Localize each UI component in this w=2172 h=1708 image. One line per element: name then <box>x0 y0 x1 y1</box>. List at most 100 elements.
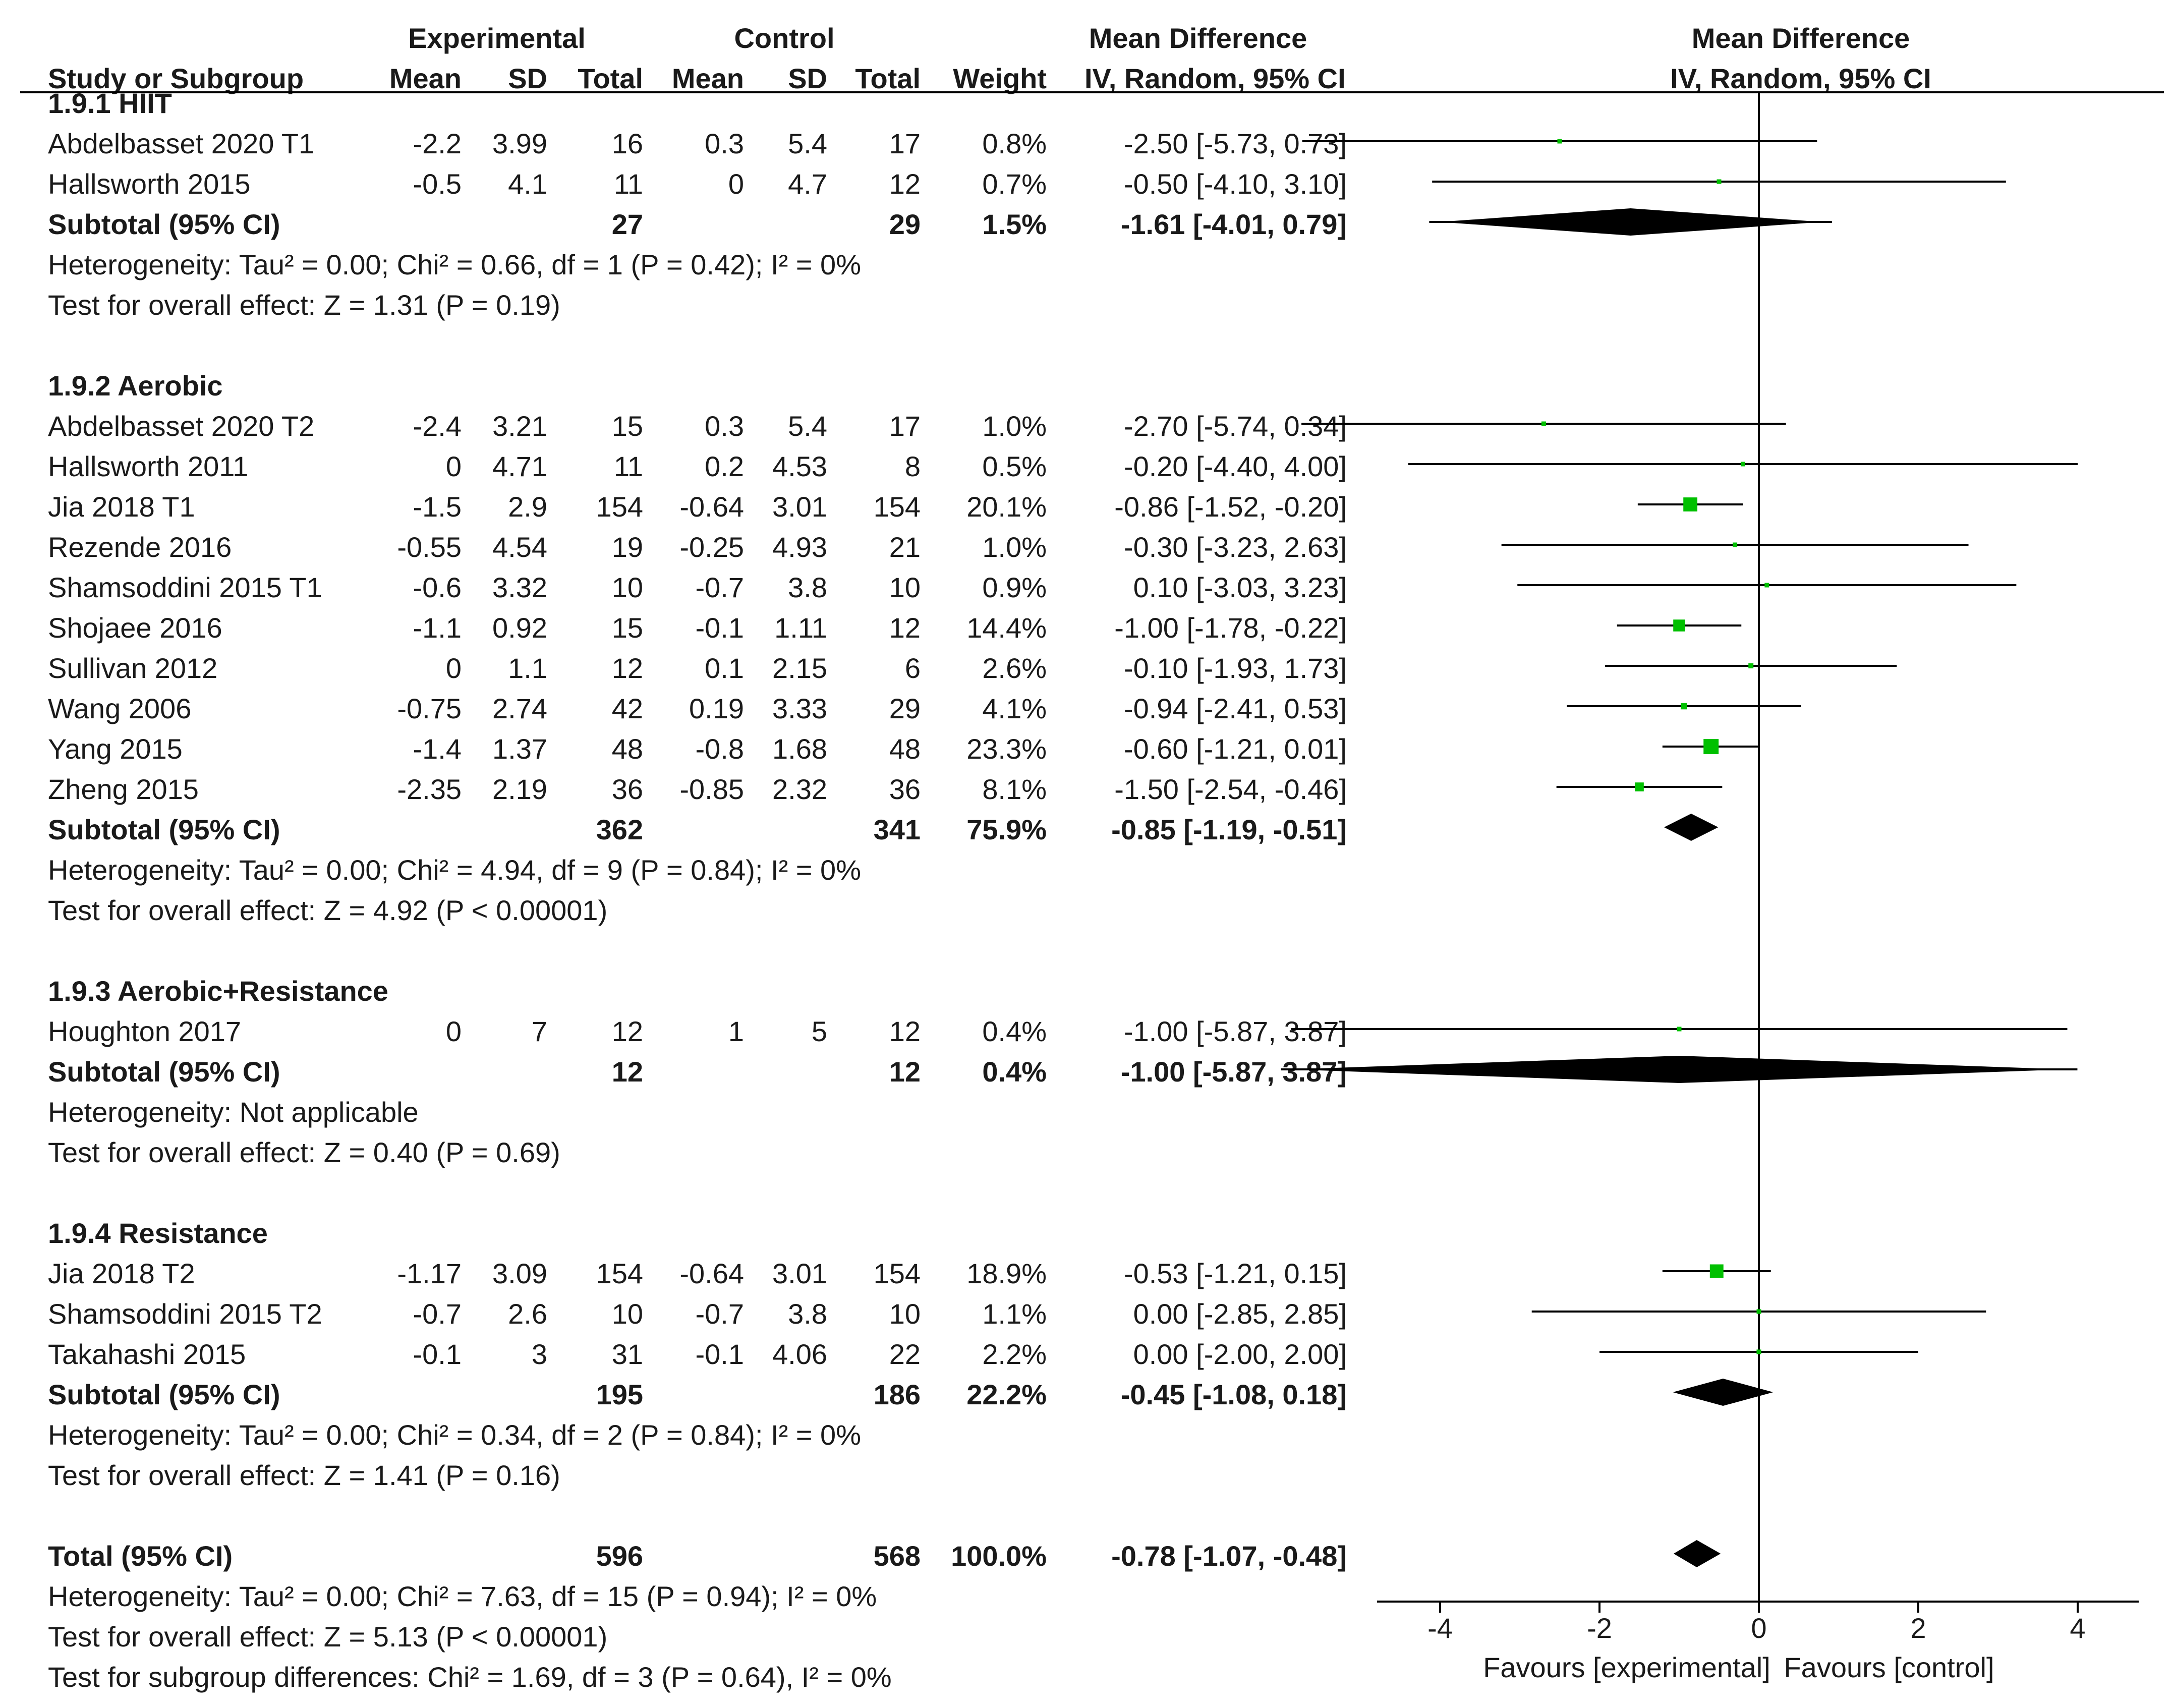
study-ci-text: -1.50 [-2.54, -0.46] <box>1114 773 1347 805</box>
study-exp-mean: -0.7 <box>413 1298 462 1330</box>
study-ctrl-total: 36 <box>889 773 921 805</box>
study-exp-total: 11 <box>614 168 643 200</box>
study-exp-sd: 1.1 <box>508 652 547 684</box>
study-ctrl-mean: 0.2 <box>705 450 744 482</box>
pooled-effect-diamond <box>1673 1540 1721 1567</box>
study-ci-text: -0.20 [-4.40, 4.00] <box>1124 450 1347 482</box>
study-weight: 20.1% <box>966 491 1047 523</box>
study-name: Hallsworth 2011 <box>48 450 248 482</box>
study-effect-square <box>1709 1264 1724 1278</box>
study-exp-total: 31 <box>612 1338 643 1370</box>
subgroup-differences-test: Test for subgroup differences: Chi² = 1.… <box>48 1661 892 1693</box>
study-exp-sd: 4.54 <box>492 531 547 563</box>
study-exp-total: 42 <box>612 693 643 724</box>
study-effect-square <box>1740 462 1745 467</box>
study-weight: 18.9% <box>966 1258 1047 1289</box>
x-axis-tick-label: 0 <box>1751 1612 1766 1644</box>
total-ci-text: -0.78 [-1.07, -0.48] <box>1111 1540 1347 1572</box>
study-exp-total: 10 <box>612 1298 643 1330</box>
study-weight: 4.1% <box>982 693 1047 724</box>
study-name: Jia 2018 T1 <box>48 491 195 523</box>
subtotal-label: Subtotal (95% CI) <box>48 208 280 240</box>
subgroup-overall-effect: Test for overall effect: Z = 1.31 (P = 0… <box>48 289 560 321</box>
study-ctrl-mean: -0.64 <box>679 491 744 523</box>
study-exp-mean: -2.2 <box>413 128 462 159</box>
study-weight: 0.4% <box>982 1015 1047 1047</box>
subgroup-overall-effect: Test for overall effect: Z = 4.92 (P < 0… <box>48 894 607 926</box>
study-weight: 1.0% <box>982 410 1047 442</box>
study-exp-sd: 2.19 <box>492 773 547 805</box>
study-ctrl-total: 22 <box>889 1338 921 1370</box>
study-exp-sd: 4.71 <box>492 450 547 482</box>
study-ctrl-sd: 2.15 <box>772 652 827 684</box>
subgroup-heterogeneity: Heterogeneity: Not applicable <box>48 1096 419 1128</box>
study-name: Abdelbasset 2020 T1 <box>48 128 314 159</box>
subtotal-ctrl-total: 29 <box>889 208 921 240</box>
header-exp-sd: SD <box>508 63 547 94</box>
subgroup-title: 1.9.2 Aerobic <box>48 370 223 402</box>
study-effect-square <box>1677 1027 1682 1032</box>
study-exp-sd: 7 <box>532 1015 547 1047</box>
study-exp-sd: 3.21 <box>492 410 547 442</box>
study-ctrl-mean: 0 <box>728 168 744 200</box>
study-exp-mean: 0 <box>446 652 462 684</box>
study-exp-mean: 0 <box>446 450 462 482</box>
study-ctrl-sd: 3.01 <box>772 491 827 523</box>
study-exp-mean: -2.4 <box>413 410 462 442</box>
study-exp-sd: 3 <box>532 1338 547 1370</box>
subtotal-label: Subtotal (95% CI) <box>48 1056 280 1088</box>
study-ctrl-mean: 0.3 <box>705 128 744 159</box>
subgroup-title: 1.9.4 Resistance <box>48 1217 268 1249</box>
study-ci-text: 0.00 [-2.00, 2.00] <box>1133 1338 1347 1370</box>
header-ctrl-mean: Mean <box>672 63 744 94</box>
study-name: Rezende 2016 <box>48 531 232 563</box>
subgroup-heterogeneity: Heterogeneity: Tau² = 0.00; Chi² = 0.66,… <box>48 249 861 280</box>
study-ci-text: -0.53 [-1.21, 0.15] <box>1124 1258 1347 1289</box>
header-exp-total: Total <box>578 63 643 94</box>
study-exp-total: 48 <box>612 733 643 765</box>
study-ci-text: -0.94 [-2.41, 0.53] <box>1124 693 1347 724</box>
study-ctrl-sd: 3.33 <box>772 693 827 724</box>
pooled-effect-diamond <box>1291 1056 2068 1083</box>
x-axis-tick-label: -4 <box>1427 1612 1453 1644</box>
header-control: Control <box>734 22 834 54</box>
study-effect-square <box>1756 1349 1761 1354</box>
study-exp-sd: 2.9 <box>508 491 547 523</box>
study-weight: 1.1% <box>982 1298 1047 1330</box>
study-exp-mean: -1.4 <box>413 733 462 765</box>
study-ctrl-total: 8 <box>905 450 921 482</box>
study-exp-mean: -0.75 <box>397 693 462 724</box>
study-name: Wang 2006 <box>48 693 191 724</box>
subtotal-ctrl-total: 12 <box>889 1056 921 1088</box>
study-name: Jia 2018 T2 <box>48 1258 195 1289</box>
subgroup-heterogeneity: Heterogeneity: Tau² = 0.00; Chi² = 4.94,… <box>48 854 861 886</box>
study-name: Shojaee 2016 <box>48 612 222 644</box>
total-label: Total (95% CI) <box>48 1540 233 1572</box>
study-exp-sd: 3.32 <box>492 572 547 603</box>
study-ci-text: -0.50 [-4.10, 3.10] <box>1124 168 1347 200</box>
study-ctrl-sd: 4.06 <box>772 1338 827 1370</box>
study-ctrl-total: 6 <box>905 652 921 684</box>
study-name: Shamsoddini 2015 T2 <box>48 1298 322 1330</box>
study-ci-text: -1.00 [-5.87, 3.87] <box>1124 1015 1347 1047</box>
study-exp-sd: 2.74 <box>492 693 547 724</box>
study-ci-text: -0.60 [-1.21, 0.01] <box>1124 733 1347 765</box>
pooled-effect-diamond <box>1664 814 1719 841</box>
header-md-method: IV, Random, 95% CI <box>1084 63 1346 94</box>
study-effect-square <box>1673 619 1685 632</box>
study-effect-square <box>1703 739 1719 754</box>
study-exp-total: 36 <box>612 773 643 805</box>
x-axis-tick-label: 2 <box>1910 1612 1926 1644</box>
subtotal-weight: 1.5% <box>982 208 1047 240</box>
study-exp-total: 10 <box>612 572 643 603</box>
favours-experimental-label: Favours [experimental] <box>1483 1652 1770 1683</box>
study-ci-text: -2.50 [-5.73, 0.73] <box>1124 128 1347 159</box>
study-ctrl-mean: -0.64 <box>679 1258 744 1289</box>
study-exp-mean: -0.1 <box>413 1338 462 1370</box>
study-ctrl-total: 17 <box>889 128 921 159</box>
subtotal-ci-text: -0.45 [-1.08, 0.18] <box>1121 1379 1347 1410</box>
study-ctrl-mean: -0.8 <box>696 733 745 765</box>
study-exp-sd: 3.09 <box>492 1258 547 1289</box>
header-weight: Weight <box>953 63 1047 94</box>
